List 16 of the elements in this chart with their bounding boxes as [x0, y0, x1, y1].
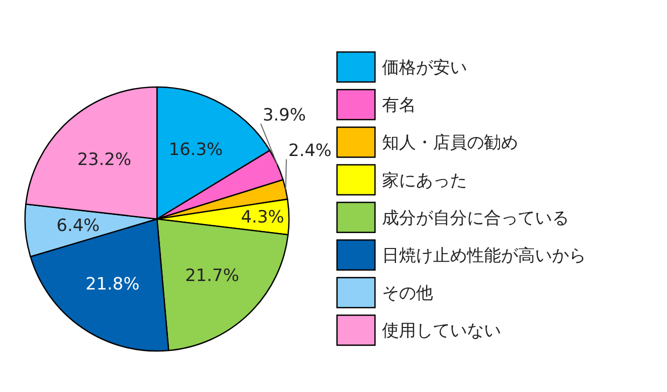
legend-label: 家にあった: [382, 170, 467, 191]
legend-label: 成分が自分に合っている: [382, 208, 569, 228]
legend-label: 使用していない: [382, 321, 501, 342]
data-label: 21.7%: [185, 266, 240, 286]
legend-label: その他: [382, 284, 433, 304]
legend-label: 価格が安い: [382, 58, 467, 78]
legend-label: 日焼け止め性能が高いから: [382, 246, 586, 266]
data-label: 23.2%: [77, 150, 132, 170]
data-label: 3.9%: [262, 106, 306, 126]
data-label: 16.3%: [168, 140, 223, 160]
data-label: 2.4%: [288, 141, 332, 162]
data-label: 4.3%: [240, 207, 284, 228]
legend-label: 知人・店員の勧め: [382, 133, 518, 154]
data-label: 21.8%: [85, 274, 140, 295]
legend-label: 有名: [382, 96, 416, 116]
data-label: 6.4%: [56, 216, 100, 236]
